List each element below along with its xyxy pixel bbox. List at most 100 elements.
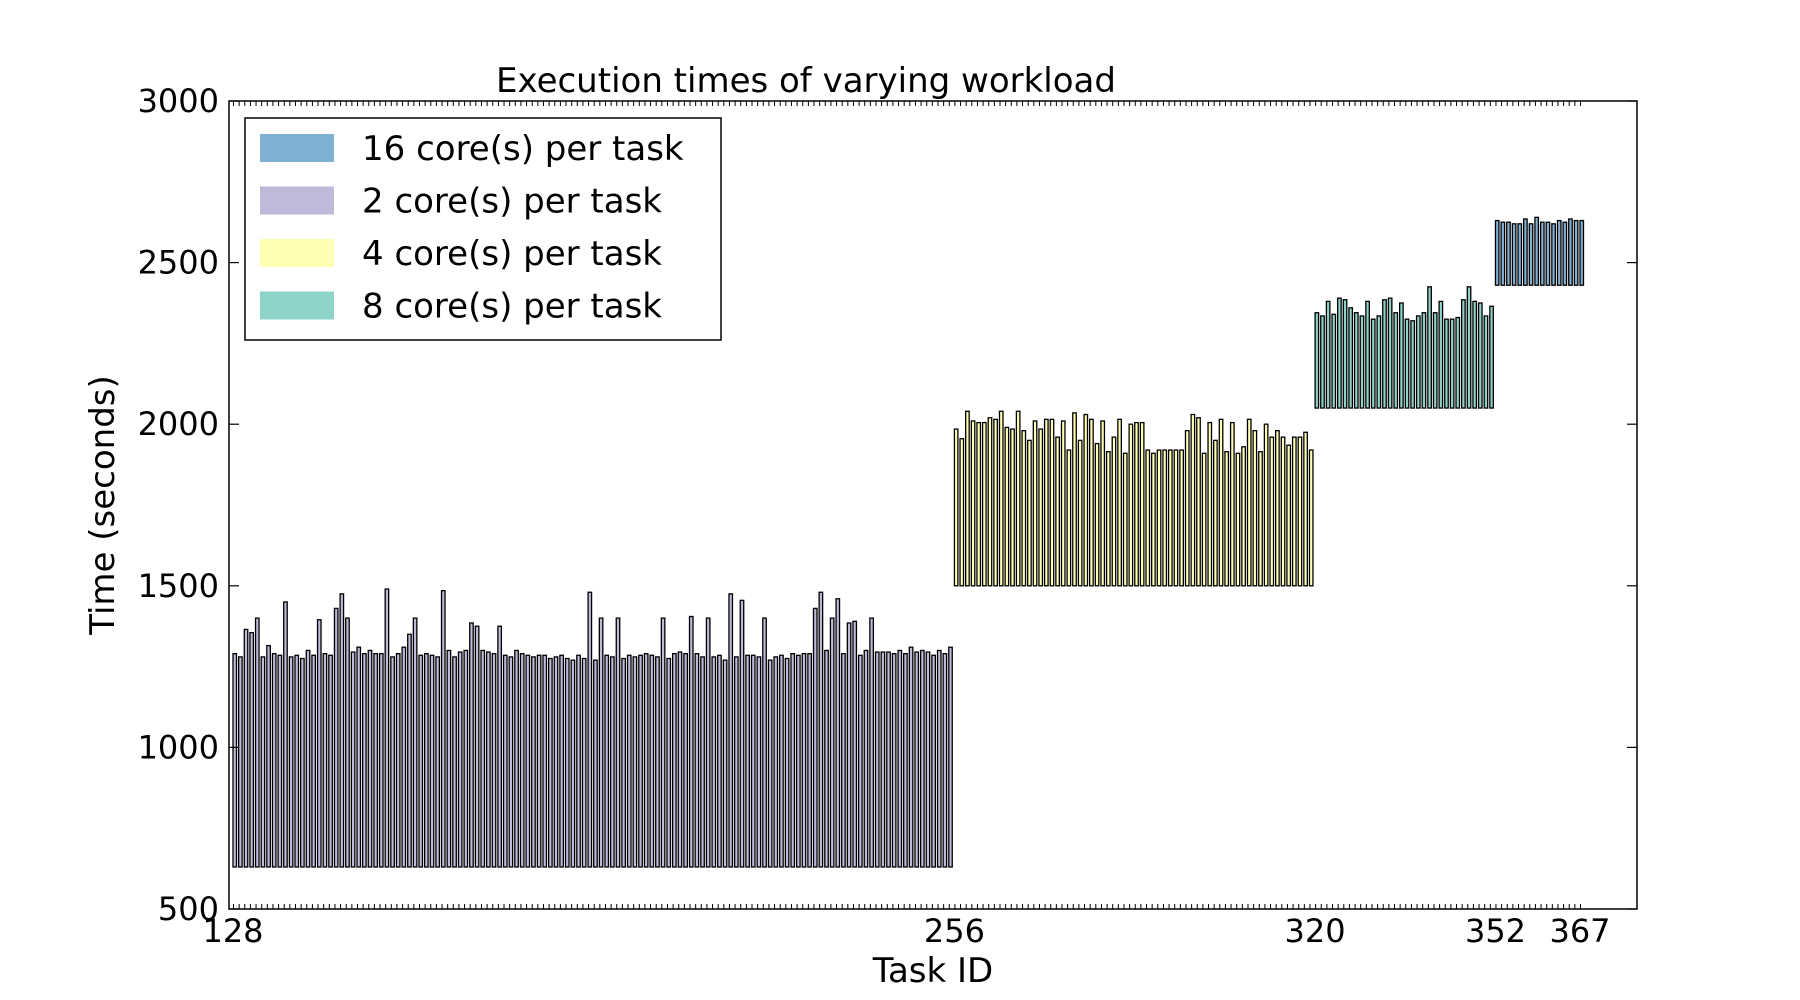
bar — [587, 591, 593, 868]
bar — [1522, 218, 1528, 286]
bar — [1393, 312, 1399, 409]
bar — [1043, 418, 1049, 587]
bar — [779, 654, 784, 868]
bar — [322, 653, 328, 868]
bar — [1579, 219, 1585, 286]
bar — [1179, 449, 1184, 587]
bar — [1286, 444, 1292, 587]
bar — [429, 654, 435, 868]
bar — [1382, 299, 1387, 409]
bar — [232, 653, 238, 868]
bar — [1303, 431, 1308, 587]
bar — [277, 654, 283, 868]
bar — [367, 649, 373, 868]
bar — [965, 410, 970, 587]
bar — [1421, 312, 1427, 409]
bar — [316, 619, 322, 868]
bar — [987, 417, 993, 587]
bar — [1432, 312, 1438, 409]
bar — [1246, 418, 1252, 587]
bar — [1534, 216, 1540, 286]
bar — [1134, 421, 1139, 587]
bar — [311, 654, 317, 868]
bar — [1173, 449, 1179, 587]
bars-layer — [232, 216, 1585, 868]
bar — [390, 656, 395, 868]
x-tick-label: 352 — [1465, 912, 1526, 950]
bar — [266, 644, 271, 868]
bar — [243, 628, 249, 868]
bar — [1122, 452, 1128, 587]
bar — [598, 617, 604, 868]
bar — [299, 657, 305, 868]
bar — [818, 591, 824, 868]
bar — [1162, 449, 1168, 587]
bar — [903, 653, 908, 868]
bar — [1156, 449, 1162, 587]
x-axis-label: Task ID — [872, 951, 993, 991]
bar — [756, 656, 762, 868]
bar — [508, 656, 514, 868]
bar — [283, 601, 288, 868]
bar — [1015, 410, 1021, 587]
x-tick-labels: 128 256 320 352 367 — [202, 912, 1610, 950]
bar — [1365, 300, 1370, 409]
bar — [694, 653, 700, 868]
bar — [1387, 297, 1393, 409]
bar — [1314, 312, 1320, 409]
legend-label: 4 core(s) per task — [362, 234, 662, 274]
bar — [750, 654, 756, 868]
bar — [288, 656, 294, 868]
bar — [480, 649, 486, 868]
bar — [1263, 423, 1269, 587]
series-1 — [232, 588, 953, 868]
bar — [1021, 430, 1027, 587]
legend-label: 8 core(s) per task — [362, 287, 662, 327]
bar — [683, 653, 689, 868]
bar — [655, 656, 660, 868]
bar — [1235, 452, 1241, 587]
bar — [1201, 452, 1207, 587]
legend-label: 16 core(s) per task — [362, 129, 684, 169]
bar — [1438, 300, 1444, 409]
bar — [1359, 315, 1365, 409]
bar — [846, 622, 852, 868]
bar — [412, 617, 418, 868]
bar — [446, 649, 452, 868]
series-0 — [1494, 216, 1585, 286]
bar — [897, 649, 903, 868]
bar — [384, 588, 390, 868]
bar — [435, 656, 441, 868]
bar — [485, 651, 491, 868]
legend-swatch — [260, 186, 334, 215]
y-tick-label: 1000 — [138, 728, 219, 766]
bar — [553, 656, 559, 868]
bar — [745, 654, 751, 868]
bar — [1032, 420, 1038, 587]
bar — [531, 656, 536, 868]
bar — [1460, 299, 1466, 409]
bar — [1072, 412, 1077, 587]
bar — [869, 617, 875, 868]
bar — [795, 654, 801, 868]
bar — [717, 654, 722, 868]
bar — [705, 617, 711, 868]
plot-frame — [228, 100, 1638, 910]
bar — [953, 428, 959, 587]
bar — [378, 653, 384, 868]
bar — [1196, 417, 1201, 587]
bar — [1297, 436, 1303, 587]
bar — [1449, 318, 1455, 409]
bar — [1539, 221, 1545, 286]
series-3 — [1314, 286, 1494, 409]
bar — [328, 654, 333, 868]
bar — [807, 653, 813, 868]
bar — [1167, 449, 1173, 587]
bar — [638, 654, 643, 868]
bar — [739, 599, 745, 868]
bar — [677, 651, 683, 868]
bar — [1353, 312, 1359, 409]
bar — [1320, 315, 1325, 409]
bar — [395, 653, 401, 868]
bar — [407, 633, 412, 868]
